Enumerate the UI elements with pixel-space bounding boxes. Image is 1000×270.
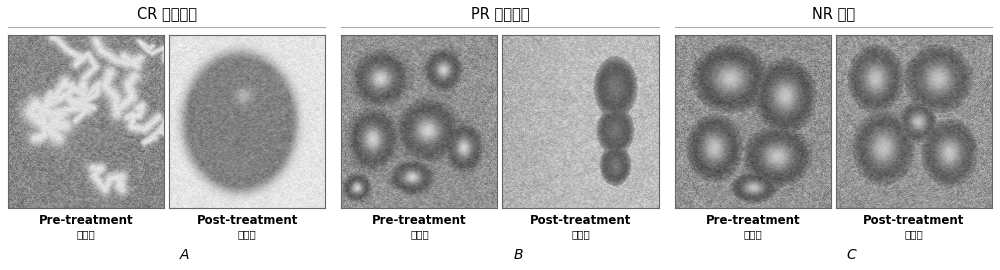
Text: PR 部分反应: PR 部分反应: [471, 6, 529, 22]
Text: NR 耐药: NR 耐药: [812, 6, 855, 22]
Text: 治疗前: 治疗前: [743, 229, 762, 239]
Text: Post-treatment: Post-treatment: [197, 214, 298, 227]
Text: 治疗前: 治疗前: [410, 229, 429, 239]
Text: 治疗后: 治疗后: [905, 229, 923, 239]
Text: 治疗后: 治疗后: [238, 229, 257, 239]
Text: 治疗后: 治疗后: [571, 229, 590, 239]
Text: Pre-treatment: Pre-treatment: [372, 214, 467, 227]
Text: Pre-treatment: Pre-treatment: [705, 214, 800, 227]
Text: C: C: [846, 248, 856, 262]
Text: Post-treatment: Post-treatment: [530, 214, 631, 227]
Text: 治疗前: 治疗前: [77, 229, 95, 239]
Text: B: B: [513, 248, 523, 262]
Text: Post-treatment: Post-treatment: [863, 214, 965, 227]
Text: CR 完全反应: CR 完全反应: [137, 6, 197, 22]
Text: A: A: [180, 248, 189, 262]
Text: Pre-treatment: Pre-treatment: [39, 214, 133, 227]
